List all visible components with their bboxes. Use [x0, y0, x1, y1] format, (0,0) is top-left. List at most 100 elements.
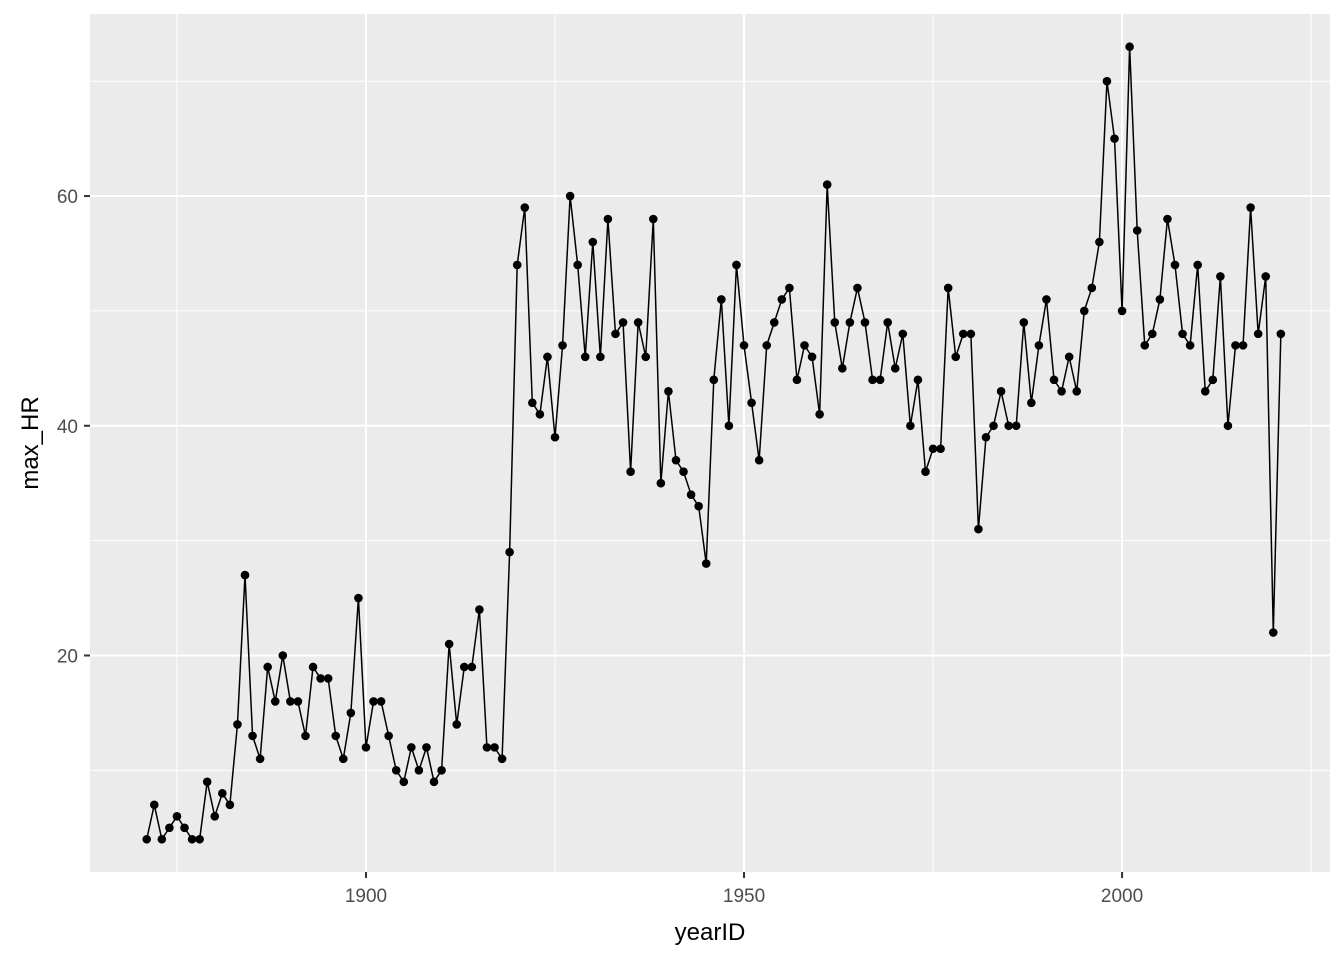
data-point [263, 662, 272, 672]
data-point [376, 697, 386, 706]
data-point [875, 375, 885, 385]
data-point [1140, 341, 1150, 350]
data-point [1087, 283, 1097, 293]
data-point [255, 754, 265, 764]
data-point [769, 318, 779, 327]
data-point [664, 387, 673, 396]
data-point [278, 651, 288, 660]
data-point [1223, 421, 1233, 431]
data-point [807, 352, 817, 362]
data-point [694, 501, 703, 511]
data-point [210, 811, 220, 821]
data-point [648, 214, 658, 224]
data-point [701, 559, 711, 568]
data-point [830, 318, 840, 327]
data-point [989, 421, 998, 431]
data-point [717, 295, 726, 304]
data-point [1238, 341, 1248, 350]
data-point [550, 432, 560, 442]
data-point [588, 237, 598, 247]
data-point [671, 455, 681, 465]
data-point [815, 409, 824, 419]
data-point [943, 283, 953, 293]
data-point [565, 191, 575, 201]
data-point [1246, 203, 1255, 212]
data-point [444, 639, 454, 649]
data-point [709, 375, 719, 385]
data-point [1049, 375, 1059, 385]
points-layer [142, 42, 1286, 844]
data-point [1110, 134, 1119, 143]
data-point [853, 283, 862, 293]
data-point [475, 605, 484, 614]
data-point [331, 731, 341, 741]
y-tick-label: 20 [57, 646, 78, 667]
data-point [422, 743, 431, 752]
data-point [301, 731, 310, 741]
data-point [286, 697, 295, 706]
data-point [293, 697, 303, 706]
data-point [974, 524, 983, 534]
data-point [149, 800, 159, 810]
data-point [543, 352, 552, 362]
data-point [936, 444, 945, 454]
data-point [218, 789, 227, 798]
data-point [913, 375, 923, 385]
major-gridlines [90, 14, 1330, 872]
data-point [369, 697, 378, 706]
data-point [1064, 352, 1074, 362]
data-point [633, 318, 643, 327]
data-point [966, 329, 976, 339]
data-point [195, 834, 204, 844]
data-point [928, 444, 938, 454]
data-point [270, 697, 280, 706]
data-point [898, 329, 908, 339]
data-point [921, 467, 930, 477]
y-axis-title: max_HR [17, 396, 44, 489]
data-point [225, 800, 235, 810]
data-point [890, 364, 900, 373]
data-point [838, 364, 847, 373]
data-point [323, 674, 333, 683]
data-point [724, 421, 734, 431]
data-point [1117, 306, 1127, 316]
data-point [558, 341, 567, 350]
data-point [1276, 329, 1286, 339]
data-point [754, 455, 764, 465]
data-point [172, 811, 182, 821]
data-point [1034, 341, 1044, 350]
x-tick-label: 2000 [1101, 886, 1143, 907]
data-point [1102, 76, 1112, 86]
data-point [384, 731, 393, 741]
data-point [618, 318, 628, 327]
data-point [407, 743, 416, 752]
data-point [346, 708, 356, 718]
data-point [316, 674, 325, 683]
data-point [1216, 272, 1225, 281]
data-point [1004, 421, 1013, 431]
data-point [785, 283, 794, 293]
data-point [626, 467, 635, 477]
data-point [1011, 421, 1021, 431]
data-point [641, 352, 651, 362]
data-point [1163, 214, 1172, 224]
data-point [1253, 329, 1263, 339]
data-point [490, 743, 499, 752]
data-point [452, 720, 462, 729]
data-point [1200, 387, 1210, 396]
data-point [1057, 387, 1066, 396]
data-point [391, 766, 401, 775]
data-point [580, 352, 590, 362]
data-point [157, 834, 167, 844]
y-tick-label: 60 [57, 187, 78, 208]
minor-gridlines [90, 14, 1330, 872]
x-tick-label: 1900 [345, 886, 387, 907]
data-point [951, 352, 961, 362]
x-axis: 1900 1950 2000 [345, 872, 1143, 907]
data-point [1185, 341, 1195, 350]
data-point [686, 490, 696, 499]
data-point [180, 823, 189, 833]
data-point [414, 766, 424, 775]
data-point [1208, 375, 1218, 385]
